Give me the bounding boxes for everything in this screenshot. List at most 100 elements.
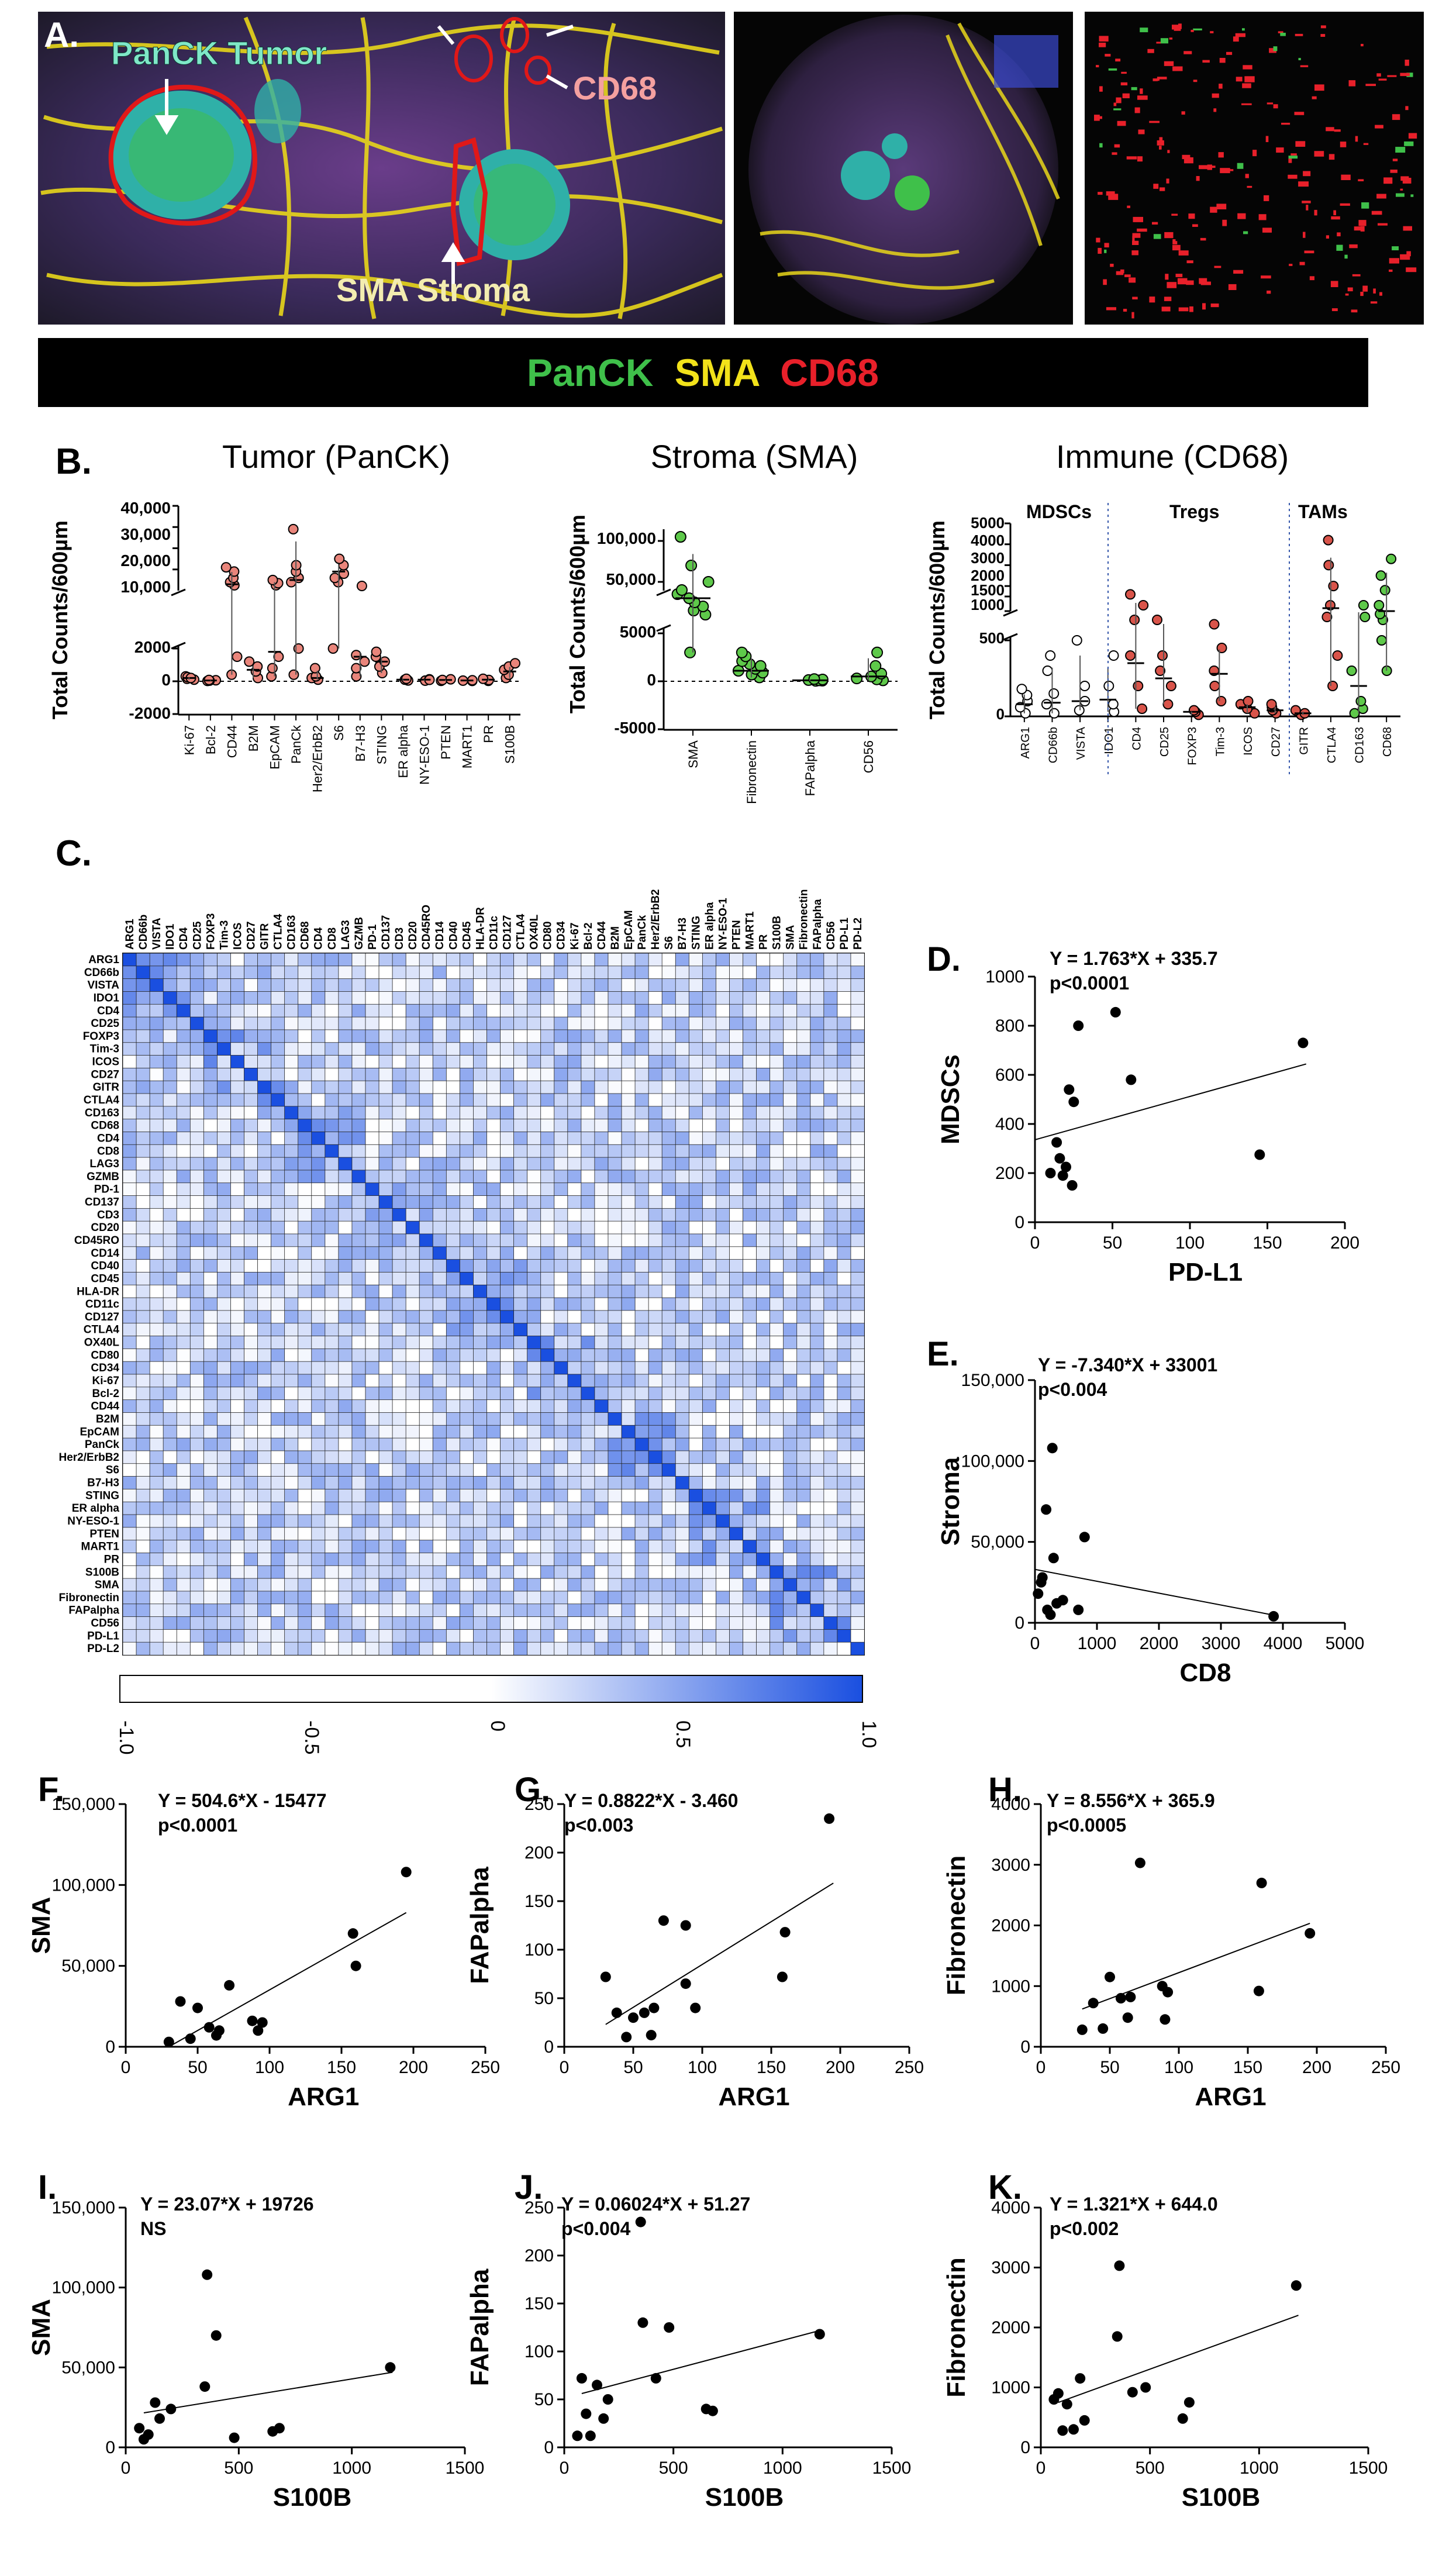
- heatmap-cell: [675, 1361, 689, 1375]
- heatmap-cell: [675, 1642, 689, 1656]
- cd68-speckle: [1137, 95, 1148, 100]
- heatmap-cell: [149, 1246, 164, 1260]
- heatmap-cell: [783, 1233, 798, 1247]
- heatmap-cell: [473, 1246, 488, 1260]
- heatmap-cell: [163, 1029, 177, 1043]
- heatmap-col-label: SMA: [785, 925, 797, 950]
- heatmap-cell: [338, 1132, 353, 1145]
- heatmap-row-label: Fibronectin: [59, 1592, 119, 1604]
- cd68-speckle: [1348, 80, 1356, 87]
- heatmap-cell: [743, 1003, 757, 1018]
- heatmap-cell: [189, 991, 205, 1005]
- heatmap-cell: [486, 1080, 501, 1094]
- heatmap-cell: [257, 1412, 272, 1426]
- heatmap-cell: [136, 1553, 150, 1566]
- heatmap-cell: [284, 1374, 299, 1388]
- heatmap-cell: [257, 1246, 272, 1260]
- heatmap-cell: [675, 1527, 689, 1541]
- heatmap-cell: [756, 1450, 771, 1464]
- heatmap-cell: [378, 1616, 393, 1630]
- cd68-speckle: [1140, 88, 1143, 94]
- heatmap-cell: [459, 1591, 474, 1605]
- heatmap-cell: [608, 1246, 622, 1260]
- heatmap-cell: [189, 1106, 205, 1120]
- heatmap-cell: [392, 1553, 406, 1566]
- heatmap-cell: [176, 1323, 191, 1337]
- heatmap-cell: [513, 1259, 528, 1273]
- heatmap-cell: [634, 965, 649, 980]
- heatmap-row-label: CD80: [91, 1349, 119, 1361]
- heatmap-cell: [716, 1220, 730, 1234]
- heatmap-cell: [378, 978, 393, 992]
- heatmap-cell: [837, 953, 851, 967]
- heatmap-cell: [702, 1642, 717, 1656]
- heatmap-cell: [378, 1272, 393, 1285]
- heatmap-cell: [459, 1387, 474, 1401]
- heatmap-cell: [419, 1323, 433, 1337]
- heatmap-cell: [675, 1425, 689, 1439]
- heatmap-cell: [527, 1208, 541, 1222]
- data-point: [1305, 1928, 1316, 1939]
- heatmap-cell: [581, 1272, 595, 1285]
- heatmap-cell: [203, 991, 218, 1005]
- heatmap-cell: [486, 1591, 501, 1605]
- heatmap-cell: [675, 1591, 689, 1605]
- heatmap-cell: [581, 1170, 595, 1184]
- heatmap-cell: [271, 1348, 285, 1362]
- heatmap-cell: [554, 991, 568, 1005]
- heatmap-cell: [136, 1463, 150, 1477]
- heatmap-cell: [311, 1553, 326, 1566]
- heatmap-cell: [298, 1157, 312, 1171]
- cd68-speckle: [1345, 293, 1349, 296]
- heatmap-col-label: CTLA4: [515, 913, 527, 950]
- heatmap-cell: [122, 1170, 137, 1184]
- heatmap-cell: [419, 1182, 433, 1196]
- heatmap-cell: [459, 978, 474, 992]
- heatmap-cell: [823, 1016, 838, 1030]
- heatmap-cell: [513, 1540, 528, 1554]
- heatmap-cell: [189, 1629, 205, 1643]
- heatmap-cell: [486, 1488, 501, 1502]
- heatmap-cell: [122, 991, 137, 1005]
- heatmap-cell: [257, 1220, 272, 1234]
- heatmap-cell: [688, 978, 703, 992]
- heatmap-cell: [540, 1642, 555, 1656]
- heatmap-cell: [432, 1182, 447, 1196]
- heatmap-cell: [608, 1399, 622, 1413]
- heatmap-cell: [634, 1629, 649, 1643]
- heatmap-row-label: ER alpha: [72, 1502, 120, 1515]
- heatmap-cell: [527, 1119, 541, 1133]
- cd68-speckle: [1406, 267, 1417, 273]
- heatmap-cell: [392, 1336, 406, 1350]
- heatmap-cell: [594, 1042, 609, 1056]
- heatmap-cell: [230, 1616, 245, 1630]
- heatmap-cell: [432, 1080, 447, 1094]
- heatmap-cell: [271, 1387, 285, 1401]
- heatmap-cell: [284, 1591, 299, 1605]
- heatmap-cell: [459, 1220, 474, 1234]
- tumor-tick-labels: 40,000 30,000 20,000 10,000 2000 0 -2000: [120, 499, 171, 722]
- heatmap-cell: [122, 1106, 137, 1120]
- heatmap-cell: [743, 1119, 757, 1133]
- heatmap-cell: [216, 1055, 232, 1069]
- heatmap-cell: [122, 1042, 137, 1056]
- cd68-speckle: [1358, 179, 1364, 181]
- heatmap-cell: [567, 1220, 582, 1234]
- heatmap-cell: [783, 1246, 798, 1260]
- x-tick-label: 1000: [1240, 2458, 1279, 2478]
- heatmap-cell: [189, 1029, 205, 1043]
- heatmap-cell: [163, 1272, 177, 1285]
- heatmap-cell: [338, 1336, 353, 1350]
- heatmap-cell: [473, 1182, 488, 1196]
- heatmap-cell: [527, 1029, 541, 1043]
- heatmap-cell: [122, 1157, 137, 1171]
- cd68-speckle: [1352, 274, 1361, 277]
- heatmap-cell: [527, 991, 541, 1005]
- heatmap-cell: [500, 1514, 515, 1528]
- heatmap-cell: [149, 1029, 164, 1043]
- heatmap-cell: [608, 1259, 622, 1273]
- heatmap-cell: [702, 1437, 717, 1451]
- heatmap-cell: [378, 1067, 393, 1081]
- heatmap-cell: [796, 1514, 811, 1528]
- heatmap-cell: [473, 1144, 488, 1158]
